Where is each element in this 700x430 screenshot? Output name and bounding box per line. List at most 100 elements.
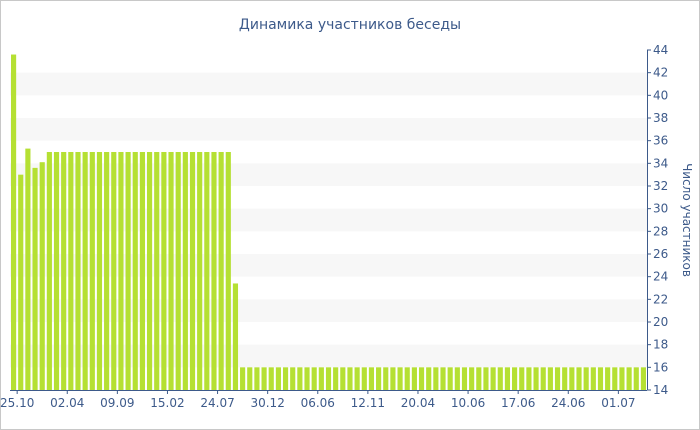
bar	[562, 367, 568, 390]
bar	[282, 367, 289, 390]
y-tick-label: 44	[653, 43, 668, 57]
y-tick-label: 20	[653, 315, 668, 329]
bar	[275, 367, 281, 390]
axes	[10, 50, 648, 391]
bar	[139, 152, 145, 390]
bar	[75, 152, 81, 390]
y-tick-label: 36	[653, 134, 668, 148]
bar	[426, 367, 432, 390]
bar	[118, 152, 124, 390]
bar	[605, 367, 611, 390]
bar	[576, 367, 582, 390]
bar	[497, 367, 503, 390]
bar	[82, 152, 88, 390]
bar	[104, 152, 110, 390]
bar	[168, 152, 174, 390]
bar	[483, 367, 489, 390]
bar	[626, 367, 632, 390]
y-tick-label: 40	[653, 88, 668, 102]
x-tick-label: 09.09	[100, 396, 134, 410]
y-tick-labels: 14 16 18 20 22 24 26 28 30 32 34 36 38 40 42 44	[647, 43, 668, 397]
bar	[347, 367, 353, 390]
y-tick-label: 30	[653, 202, 668, 216]
bar	[182, 152, 188, 390]
bar	[89, 152, 95, 390]
y-tick-label: 38	[653, 111, 668, 125]
bar	[125, 152, 131, 390]
bar	[211, 152, 217, 390]
bar	[297, 367, 303, 390]
bar	[240, 367, 246, 390]
bar	[469, 367, 475, 390]
bar	[476, 367, 482, 390]
bar	[447, 367, 453, 390]
bar	[547, 367, 553, 390]
bar	[619, 367, 625, 390]
x-tick-label: 02.04	[50, 396, 84, 410]
bar	[254, 367, 260, 390]
bar	[68, 152, 74, 390]
bar	[354, 367, 360, 390]
x-tick-label: 24.06	[551, 396, 585, 410]
bar	[583, 367, 589, 390]
bar	[340, 367, 346, 390]
bar	[311, 367, 317, 390]
x-tick-label: 01.07	[601, 396, 635, 410]
y-tick-label: 18	[653, 338, 668, 352]
x-tick-label: 10.06	[451, 396, 485, 410]
bar	[383, 367, 389, 390]
bar	[175, 152, 181, 390]
bar	[39, 162, 45, 390]
bar	[376, 367, 382, 390]
bar	[146, 152, 153, 390]
bar	[333, 367, 339, 390]
y-axis-label: Число участников	[680, 163, 694, 277]
bar	[519, 367, 525, 390]
bar	[161, 152, 167, 390]
grid-band	[10, 118, 647, 141]
bar	[411, 367, 417, 390]
bar	[361, 367, 367, 390]
bar	[640, 367, 646, 390]
bar	[261, 367, 267, 390]
x-tick-label: 06.06	[301, 396, 335, 410]
bar	[404, 367, 410, 390]
bar	[490, 367, 496, 390]
y-tick-label: 24	[653, 270, 668, 284]
bar	[390, 367, 396, 390]
bar	[633, 367, 639, 390]
bar	[597, 367, 604, 390]
bar	[454, 367, 460, 390]
y-tick-label: 26	[653, 247, 668, 261]
bar	[440, 367, 446, 390]
bar	[418, 367, 425, 390]
bar	[325, 367, 332, 390]
x-tick-labels: 25.10 02.04 09.09 15.02 24.07 30.12 06.06 12.11…	[0, 390, 636, 410]
y-tick-label: 28	[653, 224, 668, 238]
chart-title: Динамика участников беседы	[239, 17, 461, 33]
bar	[540, 367, 546, 390]
bar	[290, 367, 296, 390]
bar	[11, 54, 17, 391]
bar	[96, 152, 103, 390]
y-tick-label: 34	[653, 156, 668, 170]
x-tick-label: 25.10	[0, 396, 34, 410]
y-tick-label: 32	[653, 179, 668, 193]
bar	[318, 367, 324, 390]
bar	[247, 367, 253, 390]
bar	[526, 367, 532, 390]
bar	[32, 167, 38, 390]
bar	[612, 367, 618, 390]
y-tick-label: 42	[653, 66, 668, 80]
x-tick-label: 24.07	[200, 396, 234, 410]
bars	[11, 54, 646, 391]
grid-band	[10, 72, 647, 96]
bar	[189, 152, 196, 390]
bar	[569, 367, 575, 390]
y-tick-label: 14	[653, 383, 668, 397]
bar	[225, 152, 231, 390]
x-tick-label: 12.11	[351, 396, 385, 410]
x-tick-label: 20.04	[401, 396, 435, 410]
x-tick-label: 17.06	[501, 396, 535, 410]
bar	[132, 152, 138, 390]
